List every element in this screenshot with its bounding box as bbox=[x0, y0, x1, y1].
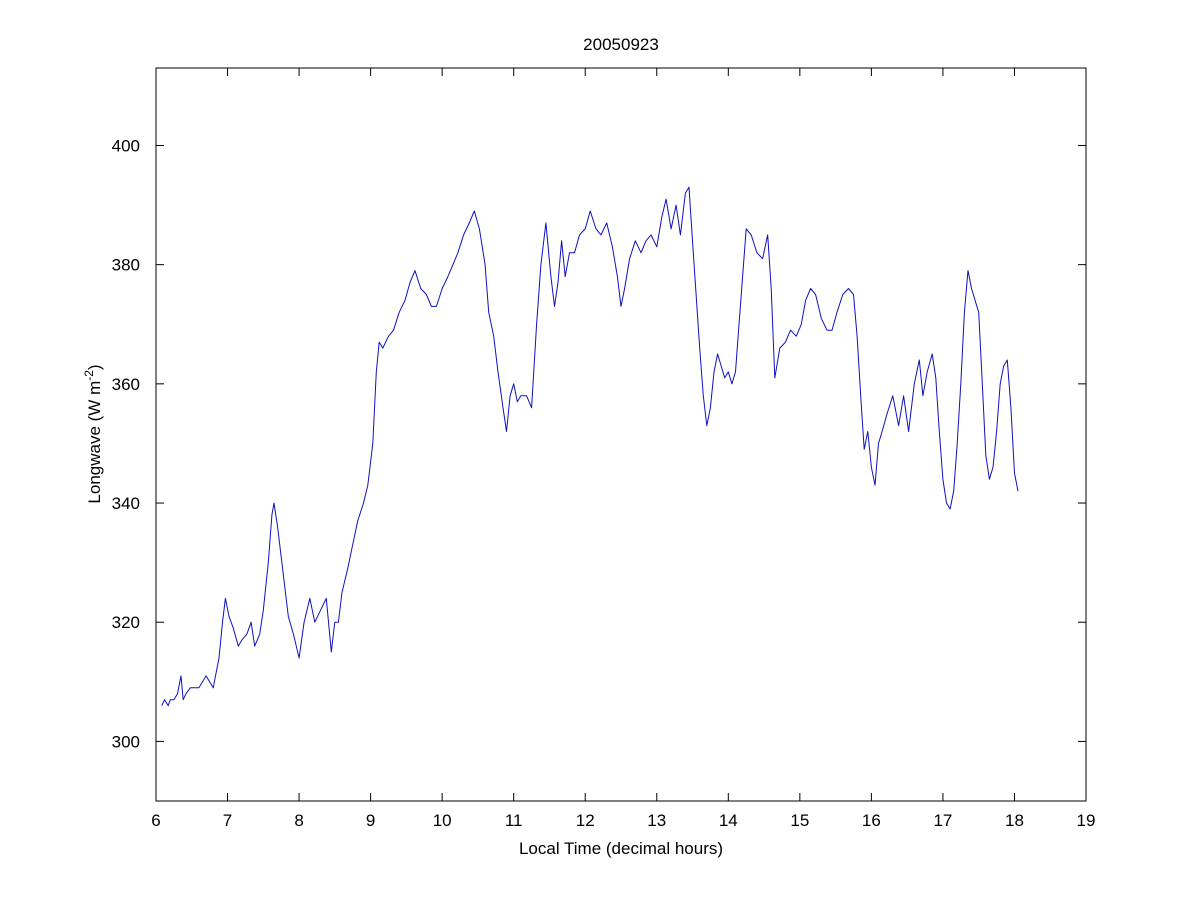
y-tick-label: 320 bbox=[112, 613, 140, 632]
x-tick-label: 17 bbox=[933, 811, 952, 830]
x-tick-label: 9 bbox=[366, 811, 375, 830]
x-tick-label: 11 bbox=[505, 811, 523, 830]
x-tick-label: 13 bbox=[647, 811, 666, 830]
y-axis-title-superscript: -2 bbox=[82, 370, 96, 381]
y-tick-label: 400 bbox=[112, 136, 140, 155]
x-tick-label: 19 bbox=[1077, 811, 1096, 830]
plot-frame bbox=[155, 67, 1087, 802]
y-tick-label: 300 bbox=[112, 732, 140, 751]
plot-background bbox=[156, 68, 1086, 801]
x-tick-label: 7 bbox=[223, 811, 232, 830]
x-axis: 6 7 8 9 10 11 12 13 14 15 16 17 18 19 bbox=[151, 68, 1095, 830]
y-tick-label: 340 bbox=[112, 494, 140, 513]
chart-title: 20050923 bbox=[583, 35, 659, 54]
x-tick-label: 14 bbox=[719, 811, 738, 830]
x-tick-label: 18 bbox=[1005, 811, 1024, 830]
y-axis-title-close: ) bbox=[85, 364, 104, 370]
x-tick-label: 16 bbox=[862, 811, 881, 830]
y-tick-label: 380 bbox=[112, 256, 140, 275]
data-layer bbox=[161, 186, 1019, 707]
x-axis-title: Local Time (decimal hours) bbox=[519, 839, 723, 858]
x-tick-label: 12 bbox=[576, 811, 595, 830]
x-tick-label: 8 bbox=[294, 811, 303, 830]
x-tick-label: 15 bbox=[790, 811, 809, 830]
y-axis-title: Longwave (W m-2) bbox=[82, 364, 104, 503]
y-axis-title-main: Longwave (W m bbox=[85, 381, 104, 504]
x-tick-label: 6 bbox=[151, 811, 160, 830]
y-axis: 300 320 340 360 380 400 bbox=[112, 136, 1086, 751]
x-tick-label: 10 bbox=[433, 811, 452, 830]
series-line-0 bbox=[161, 186, 1019, 707]
y-tick-label: 360 bbox=[112, 375, 140, 394]
